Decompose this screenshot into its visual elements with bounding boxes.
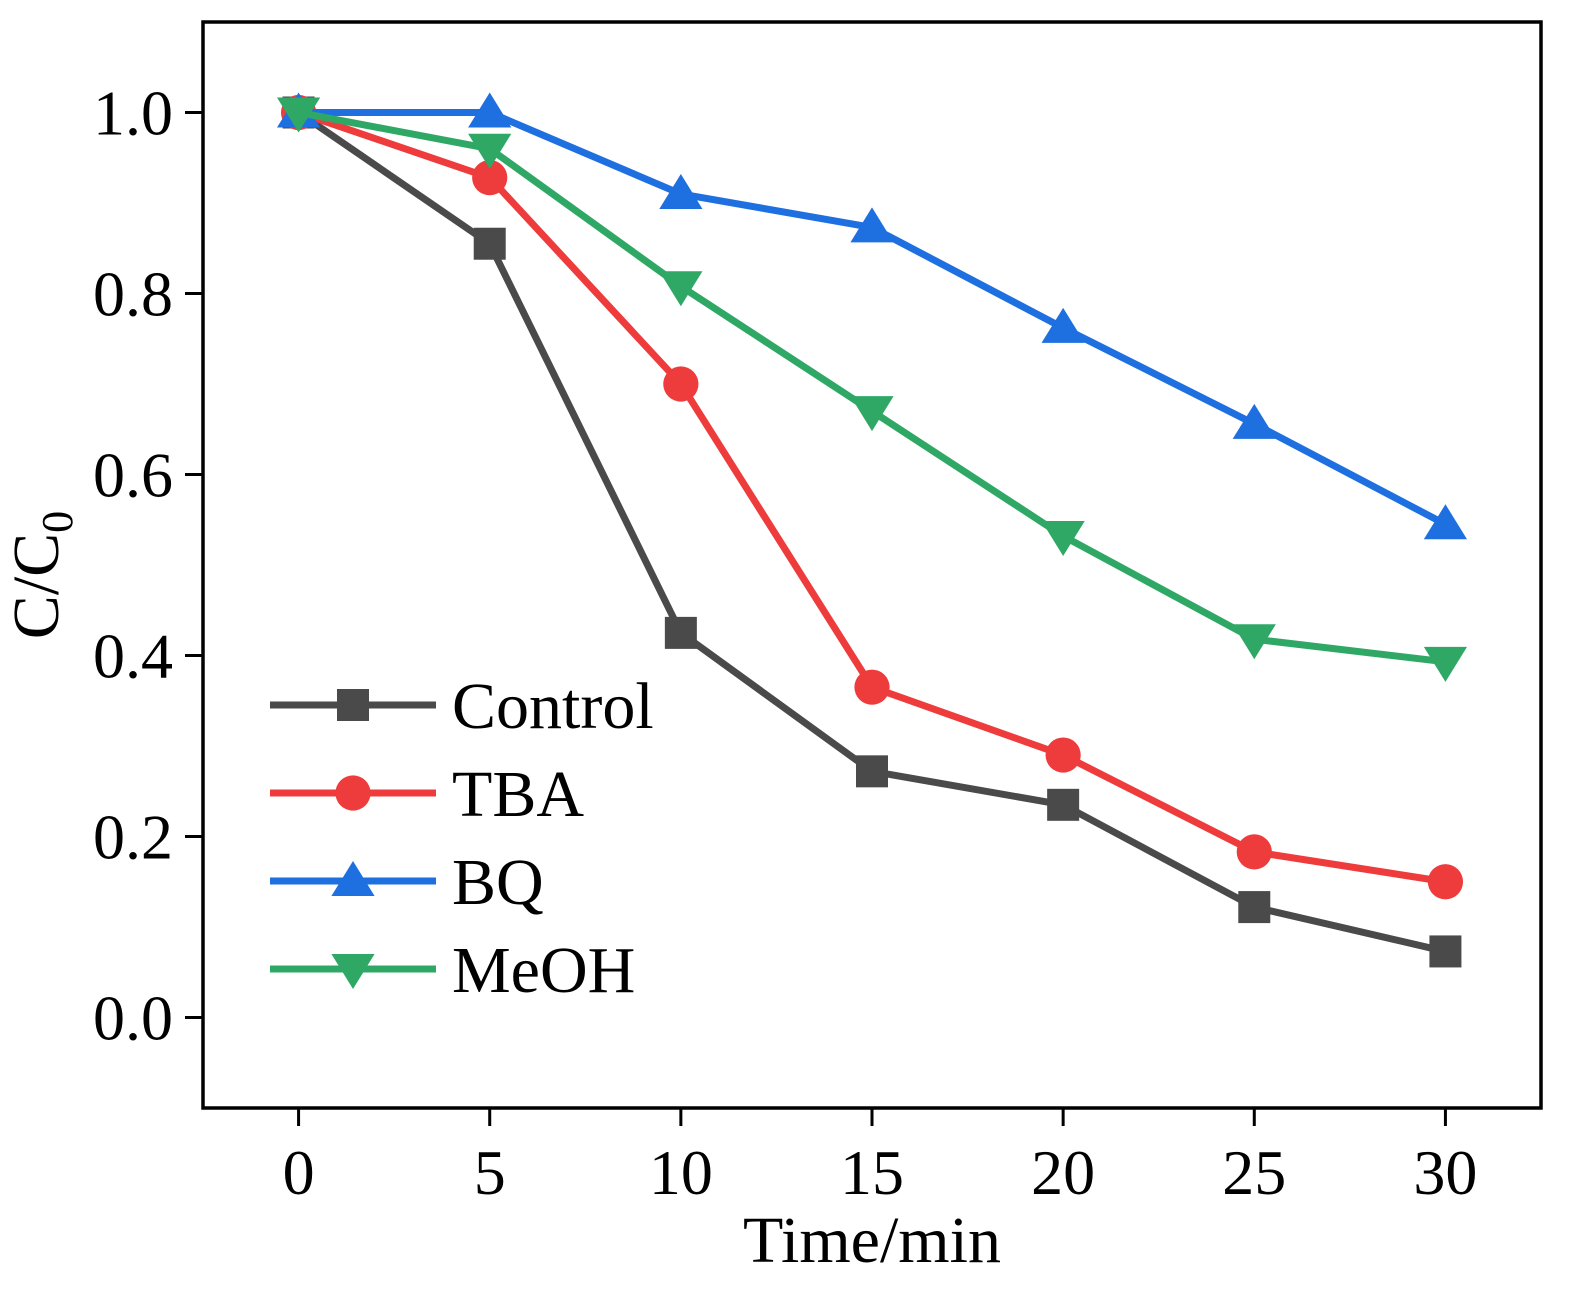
- data-point: [1427, 864, 1464, 900]
- axes: 0 5 10 15 20 25 30 0.0 0.2 0.4 0.6 0.8 1.0: [93, 20, 1543, 1208]
- data-point: [1041, 521, 1085, 557]
- series-line: [297, 109, 1446, 666]
- legend-item-control: Control: [270, 670, 654, 743]
- series-meoh: [276, 97, 1468, 682]
- x-tick-label: 5: [474, 1137, 506, 1208]
- x-tick-label: 15: [840, 1137, 904, 1208]
- data-point: [276, 97, 321, 133]
- y-tick-label: 0.2: [93, 802, 173, 873]
- legend-item-bq: BQ: [270, 846, 544, 919]
- data-point: [1236, 834, 1272, 870]
- legend-label: BQ: [452, 846, 544, 919]
- y-tick-label: 0.6: [93, 440, 173, 511]
- series-layer: [276, 92, 1468, 968]
- data-point: [1423, 646, 1468, 682]
- data-point: [1232, 624, 1276, 660]
- y-axis-title-subscript: 0: [33, 511, 82, 533]
- legend: Control TBA BQ MeOH: [270, 670, 654, 1007]
- y-tick-label: 1.0: [93, 78, 173, 149]
- x-tick-label: 25: [1222, 1137, 1286, 1208]
- data-point: [663, 366, 699, 402]
- data-point: [1238, 891, 1271, 924]
- y-axis-title: C/C0: [0, 511, 82, 639]
- data-point: [1047, 788, 1080, 821]
- x-axis-title: Time/min: [743, 1204, 1001, 1277]
- y-axis-title-main: C/C: [0, 533, 73, 639]
- series-bq: [276, 92, 1468, 540]
- data-point: [659, 271, 703, 307]
- data-point: [850, 207, 894, 243]
- legend-item-tba: TBA: [270, 758, 584, 831]
- data-point: [664, 616, 697, 649]
- data-point: [1423, 504, 1468, 540]
- data-point: [1232, 403, 1276, 439]
- data-point: [659, 173, 703, 209]
- legend-label: Control: [452, 670, 654, 743]
- data-point: [468, 133, 512, 169]
- data-point: [854, 669, 890, 705]
- x-tick-label: 30: [1413, 1137, 1477, 1208]
- data-point: [850, 396, 894, 432]
- legend-label: MeOH: [452, 934, 635, 1007]
- x-tick-label: 20: [1031, 1137, 1095, 1208]
- data-point: [1041, 307, 1085, 343]
- data-point: [1429, 935, 1462, 968]
- data-point: [472, 160, 508, 196]
- data-point: [468, 92, 512, 128]
- legend-label: TBA: [452, 758, 584, 831]
- x-tick-label: 10: [649, 1137, 713, 1208]
- legend-marker: [337, 689, 369, 721]
- data-point: [473, 227, 506, 260]
- legend-marker: [331, 954, 375, 989]
- data-point: [856, 755, 888, 788]
- legend-item-meoh: MeOH: [270, 934, 635, 1007]
- legend-marker: [335, 775, 371, 811]
- y-tick-label: 0.8: [93, 259, 173, 330]
- data-point: [1045, 737, 1081, 773]
- y-tick-label: 0.0: [93, 983, 173, 1054]
- legend-marker: [331, 861, 375, 896]
- y-tick-label: 0.4: [93, 621, 173, 692]
- x-tick-label: 0: [283, 1137, 315, 1208]
